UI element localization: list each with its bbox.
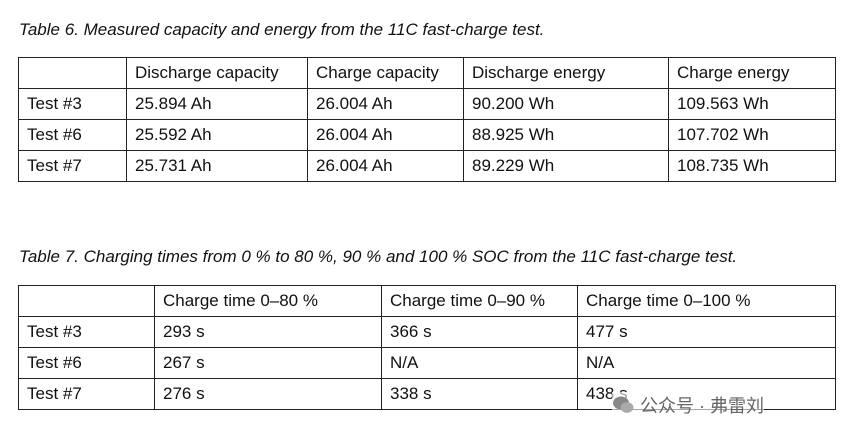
table-cell: N/A <box>381 347 578 379</box>
header-cell: Charge time 0–90 % <box>381 285 578 317</box>
table-cell: 89.229 Wh <box>463 150 669 182</box>
table-caption: Table 7. Charging times from 0 % to 80 %… <box>19 247 738 266</box>
header-cell <box>18 285 155 317</box>
header-cell: Charge capacity <box>307 57 464 89</box>
table-cell: 267 s <box>154 347 382 379</box>
table-row: Test #3 25.894 Ah 26.004 Ah 90.200 Wh 109.56… <box>18 88 836 120</box>
table-cell: 338 s <box>381 378 578 410</box>
header-cell: Charge time 0–100 % <box>577 285 836 317</box>
table-cell: 108.735 Wh <box>668 150 836 182</box>
table-cell: 25.592 Ah <box>126 119 308 151</box>
table-cell: Test #3 <box>18 88 127 120</box>
header-cell: Discharge capacity <box>126 57 308 89</box>
header-cell: Charge energy <box>668 57 836 89</box>
table-cell: Test #6 <box>18 119 127 151</box>
table-cell: 293 s <box>154 316 382 348</box>
table-cell: 25.894 Ah <box>126 88 308 120</box>
header-cell <box>18 57 127 89</box>
table-cell: 366 s <box>381 316 578 348</box>
table-row: Test #3 293 s 366 s 477 s <box>18 316 836 348</box>
table-cell: 26.004 Ah <box>307 88 464 120</box>
table-cell: 477 s <box>577 316 836 348</box>
table-cell: 107.702 Wh <box>668 119 836 151</box>
watermark-text: 公众号 · 弗雷刘 <box>640 396 764 416</box>
table-cell: Test #3 <box>18 316 155 348</box>
header-row: Charge time 0–80 % Charge time 0–90 % Char… <box>18 285 836 317</box>
table-cell: Test #7 <box>18 378 155 410</box>
table-cell: 26.004 Ah <box>307 119 464 151</box>
table-cell: N/A <box>577 347 836 379</box>
table-cell: 109.563 Wh <box>668 88 836 120</box>
table-cell: Test #7 <box>18 150 127 182</box>
watermark: 公众号 · 弗雷刘 <box>612 392 764 418</box>
table: Discharge capacity Charge capacity Dischar… <box>18 57 836 182</box>
table-cell: 90.200 Wh <box>463 88 669 120</box>
table-cell: 88.925 Wh <box>463 119 669 151</box>
table-cell: 26.004 Ah <box>307 150 464 182</box>
table-row: Test #6 267 s N/A N/A <box>18 347 836 379</box>
table-cell: 276 s <box>154 378 382 410</box>
table-cell: Test #6 <box>18 347 155 379</box>
header-cell: Charge time 0–80 % <box>154 285 382 317</box>
wechat-icon <box>613 396 634 413</box>
header-cell: Discharge energy <box>463 57 669 89</box>
table-row: Test #6 25.592 Ah 26.004 Ah 88.925 Wh 107.70… <box>18 119 836 151</box>
table-row: Test #7 25.731 Ah 26.004 Ah 89.229 Wh 108.73… <box>18 150 836 182</box>
table: Charge time 0–80 % Charge time 0–90 % Char… <box>18 285 836 410</box>
table-cell: 25.731 Ah <box>126 150 308 182</box>
table-caption: Table 6. Measured capacity and energy fr… <box>19 20 545 39</box>
header-row: Discharge capacity Charge capacity Dischar… <box>18 57 836 89</box>
